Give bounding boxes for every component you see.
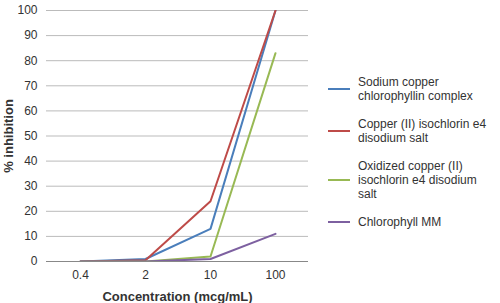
svg-text:10: 10 (204, 268, 218, 282)
svg-text:10: 10 (24, 229, 38, 243)
svg-text:0.4: 0.4 (72, 268, 89, 282)
html-text:Chlorophyll MM: Chlorophyll MM (358, 214, 442, 229)
svg-text:Concentration (mcg/mL): Concentration (mcg/mL) (102, 289, 252, 303)
svg-text:20: 20 (24, 204, 38, 218)
svg-text:100: 100 (17, 3, 37, 17)
svg-text:70: 70 (24, 79, 38, 93)
svg-text:100: 100 (265, 268, 285, 282)
svg-text:90: 90 (24, 28, 38, 42)
svg-text:50: 50 (24, 129, 38, 143)
svg-text:40: 40 (24, 154, 38, 168)
svg-text:0: 0 (31, 254, 38, 268)
svg-text:30: 30 (24, 179, 38, 193)
svg-text:60: 60 (24, 104, 38, 118)
html-text:Sodium copper chlorophyllin co: Sodium copper chlorophyllin complex (358, 74, 473, 103)
svg-text:2: 2 (142, 268, 149, 282)
html-text:Oxidized copper (II) isochlori: Oxidized copper (II) isochlorin e4 disod… (358, 158, 477, 201)
svg-text:80: 80 (24, 54, 38, 68)
svg-text:% inhibition: % inhibition (1, 99, 16, 173)
html-text:Copper (II) isochlorin e4 diso: Copper (II) isochlorin e4 disodium salt (358, 116, 487, 145)
